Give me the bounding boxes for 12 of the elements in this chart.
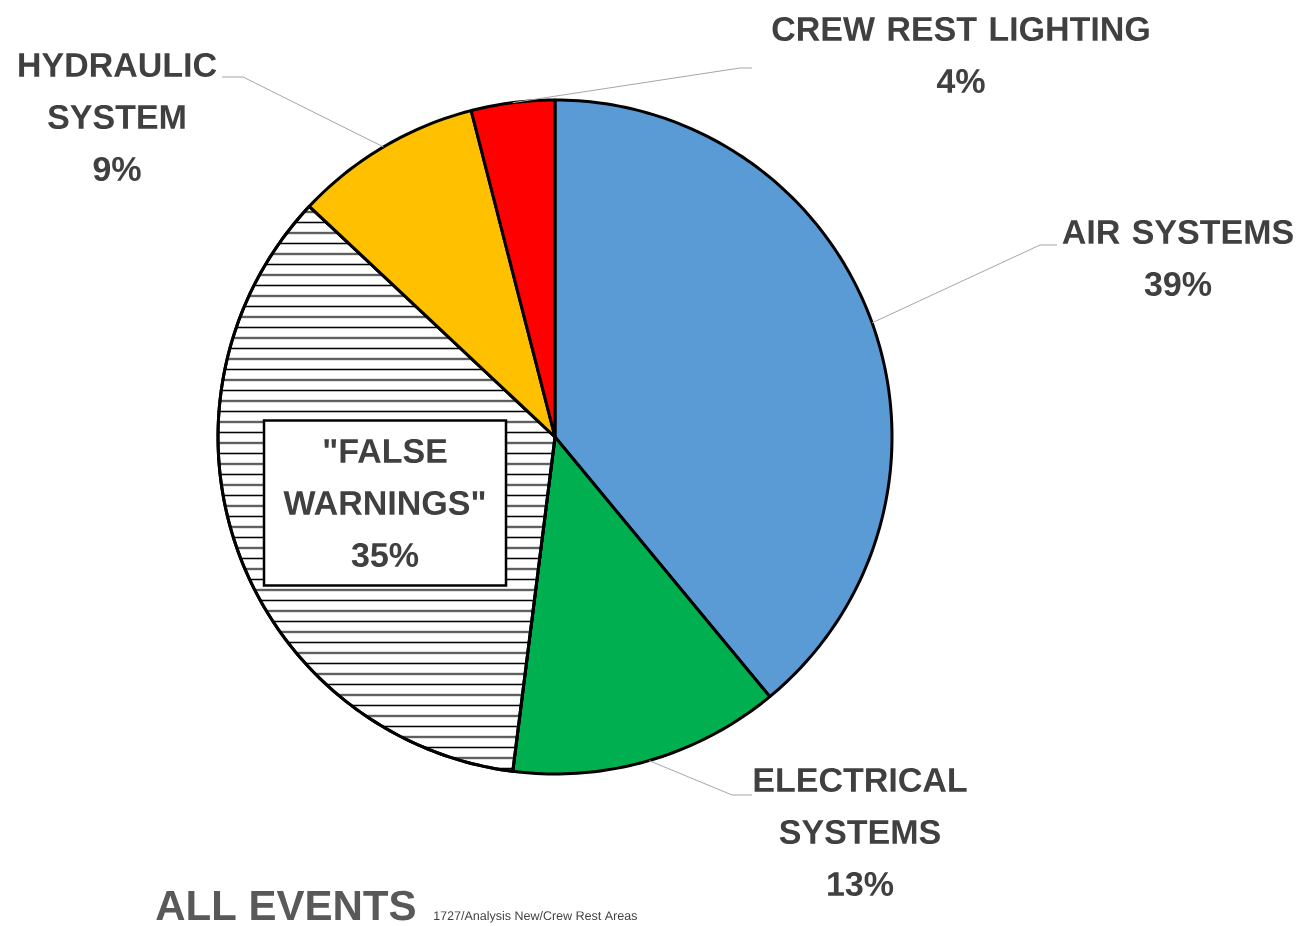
data-label: 4% [936, 69, 985, 93]
data-label: 35% [351, 542, 419, 568]
slice-label: ELECTRICAL SYSTEMS [754, 767, 967, 844]
text: ALL EVENTS [156, 890, 415, 921]
data-label: 13% [828, 871, 894, 897]
slice-label: AIR SYSTEMS [1062, 219, 1293, 244]
data-label: 39% [1144, 271, 1212, 297]
slice-label: CREW REST LIGHTING [772, 16, 1149, 42]
slice-label: "FALSE WARNINGS" [283, 438, 485, 515]
data-label: 9% [93, 156, 141, 182]
text: 1727/Analysis New/Crew Rest Areas [434, 910, 637, 923]
slice-label: HYDRAULIC SYSTEM [19, 52, 217, 130]
